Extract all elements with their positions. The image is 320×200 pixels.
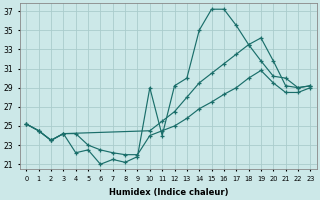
X-axis label: Humidex (Indice chaleur): Humidex (Indice chaleur) [108,188,228,197]
